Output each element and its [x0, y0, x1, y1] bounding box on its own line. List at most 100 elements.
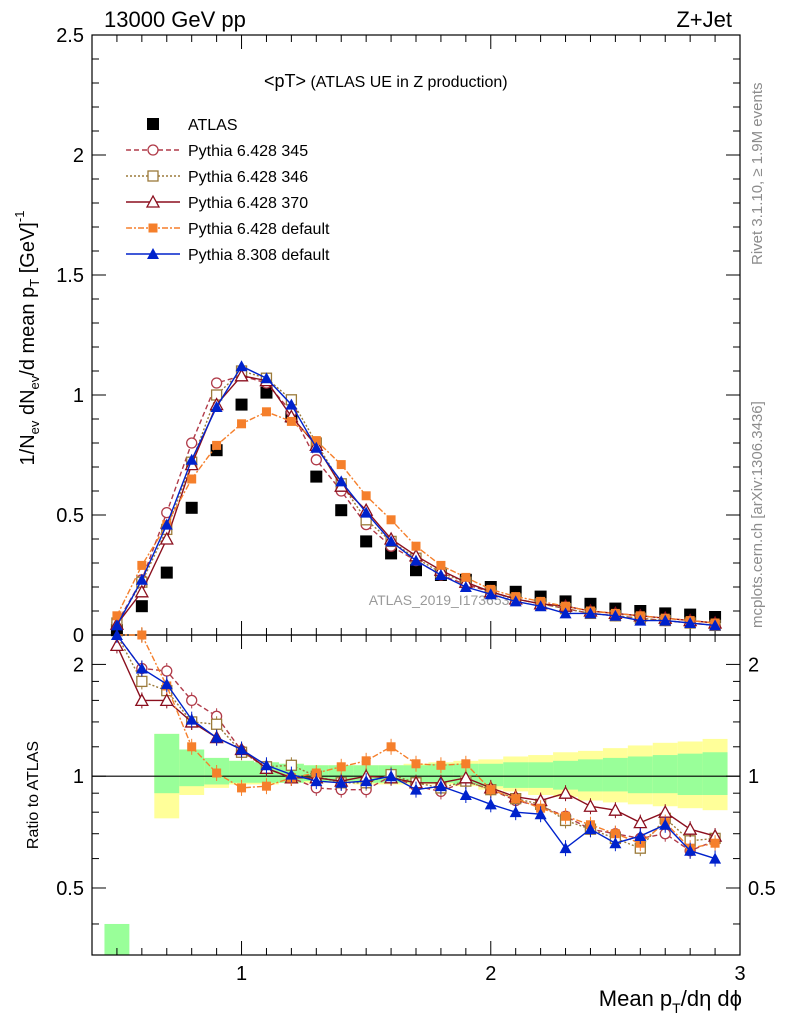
- data-point: [360, 535, 373, 548]
- data-point: [335, 475, 348, 487]
- data-point: [361, 491, 371, 501]
- ratio-band-inner-bin: [503, 762, 529, 788]
- ratio-data-point: [212, 768, 222, 778]
- data-point: [684, 617, 697, 628]
- legend-item: Pythia 6.428 default: [126, 221, 330, 238]
- ratio-data-point: [484, 798, 497, 810]
- data-point: [285, 398, 298, 410]
- ratio-data-point: [311, 768, 321, 778]
- ratio-data-point: [633, 815, 648, 829]
- ratio-data-point: [160, 678, 173, 690]
- ratio-data-point: [135, 662, 148, 674]
- data-point: [311, 436, 321, 446]
- ratio-data-point: [684, 844, 697, 856]
- ratio-data-point: [335, 776, 348, 788]
- ratio-data-point: [361, 756, 371, 766]
- y-tick-label: 2: [73, 145, 84, 167]
- ratio-data-point: [683, 821, 698, 835]
- data-point: [459, 581, 472, 592]
- y-axis-label-part: 1/N: [17, 434, 39, 465]
- ratio-data-point: [608, 802, 623, 816]
- y-tick-label: 1: [73, 385, 84, 407]
- legend-label: Pythia 6.428 345: [188, 143, 308, 160]
- ratio-band-inner-bin: [478, 763, 504, 787]
- data-point: [411, 541, 421, 551]
- ratio-data-point: [285, 768, 298, 780]
- rivet-version-label: Rivet 3.1.10, ≥ 1.9M events: [749, 83, 766, 266]
- ratio-band-inner-bin: [627, 756, 653, 794]
- ratio-data-point: [634, 830, 647, 842]
- y-tick-label: 1.5: [56, 265, 84, 287]
- ratio-data-point: [137, 630, 147, 640]
- series-pythia-6-428-346: [111, 365, 721, 632]
- legend-item: Pythia 6.428 370: [126, 194, 308, 212]
- analysis-watermark: ATLAS_2019_I1736531: [369, 592, 518, 608]
- data-point: [386, 515, 396, 525]
- ratio-data-point: [210, 731, 223, 743]
- data-point: [609, 609, 622, 621]
- ratio-data-point: [260, 759, 273, 771]
- ratio-data-point: [410, 783, 422, 795]
- data-point: [385, 535, 398, 547]
- ratio-y-tick-label: 1: [73, 766, 84, 788]
- data-point: [310, 441, 323, 453]
- data-point: [186, 437, 198, 449]
- ratio-data-point: [237, 783, 247, 793]
- ratio-data-point: [434, 780, 447, 792]
- legend-item: Pythia 6.428 346: [126, 169, 308, 186]
- plot-title: <pT> (ATLAS UE in Z production): [264, 71, 508, 91]
- data-point: [237, 419, 247, 429]
- ratio-data-point: [235, 743, 248, 755]
- ratio-data-point: [561, 811, 571, 821]
- data-point: [410, 554, 422, 566]
- series-pythia-6-428-370: [109, 368, 723, 630]
- data-point: [260, 386, 273, 399]
- y-axis-label-part: dN: [17, 389, 39, 420]
- ratio-band-inner-bin: [652, 755, 678, 794]
- data-point: [187, 474, 197, 484]
- ratio-band-inner-bin: [528, 762, 554, 788]
- header-energy-label: 13000 GeV pp: [104, 7, 246, 32]
- data-point: [160, 518, 173, 530]
- data-point: [436, 560, 446, 570]
- ratio-data-point: [161, 665, 173, 677]
- ratio-y-tick-label-right: 1: [748, 766, 759, 788]
- data-point: [185, 453, 198, 465]
- data-point: [134, 584, 149, 598]
- data-point: [235, 398, 248, 411]
- legend-label: Pythia 6.428 346: [188, 169, 308, 186]
- data-point: [534, 600, 547, 612]
- y-axis-label-part: ev: [27, 420, 42, 434]
- ratio-y-tick-label: 0.5: [56, 878, 84, 900]
- ratio-band-inner-bin: [578, 759, 603, 792]
- series-line: [116, 370, 716, 627]
- ratio-data-point: [187, 742, 197, 752]
- ratio-series-line: [116, 645, 716, 837]
- x-tick-label: 3: [734, 963, 745, 985]
- ratio-y-tick-label-right: 2: [748, 654, 759, 676]
- ratio-data-point: [310, 775, 323, 787]
- ratio-data-point: [436, 760, 446, 770]
- ratio-data-point: [559, 842, 572, 854]
- data-point: [410, 564, 422, 577]
- y-axis-label-part: -1: [12, 211, 27, 223]
- data-point: [561, 601, 571, 611]
- ratio-data-point: [583, 798, 598, 812]
- y-tick-label: 0.5: [56, 505, 84, 527]
- ratio-data-point: [461, 759, 471, 769]
- x-axis-label-part: T: [672, 1000, 681, 1016]
- ratio-data-point: [385, 770, 398, 782]
- ratio-series-pythia-6-428-370: [109, 637, 723, 845]
- data-point: [310, 454, 322, 466]
- data-point: [185, 501, 198, 514]
- data-point: [260, 372, 273, 384]
- ratio-data-point: [558, 785, 573, 799]
- series-line: [116, 365, 716, 627]
- legend-marker: [148, 223, 158, 233]
- legend-item: Pythia 8.308 default: [126, 247, 330, 264]
- legend-label: Pythia 6.428 default: [188, 221, 330, 238]
- ratio-band-inner-bin: [677, 753, 703, 795]
- ratio-series-line: [116, 634, 716, 852]
- data-point: [137, 560, 147, 570]
- plot-title-sub: (ATLAS UE in Z production): [306, 74, 508, 91]
